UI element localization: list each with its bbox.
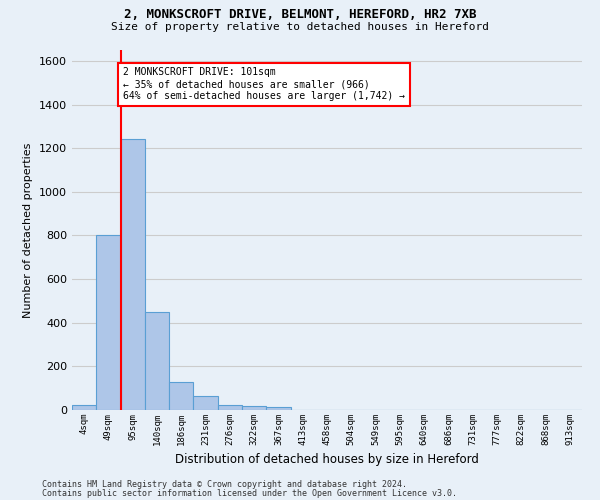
Bar	[266, 406, 290, 410]
Bar	[121, 140, 145, 410]
Bar	[218, 404, 242, 410]
Bar	[145, 312, 169, 410]
Text: 2, MONKSCROFT DRIVE, BELMONT, HEREFORD, HR2 7XB: 2, MONKSCROFT DRIVE, BELMONT, HEREFORD, …	[124, 8, 476, 20]
Text: 2 MONKSCROFT DRIVE: 101sqm
← 35% of detached houses are smaller (966)
64% of sem: 2 MONKSCROFT DRIVE: 101sqm ← 35% of deta…	[123, 68, 405, 100]
Bar	[193, 396, 218, 410]
Bar	[72, 404, 96, 410]
Text: Contains public sector information licensed under the Open Government Licence v3: Contains public sector information licen…	[42, 489, 457, 498]
Bar	[169, 382, 193, 410]
Bar	[96, 236, 121, 410]
X-axis label: Distribution of detached houses by size in Hereford: Distribution of detached houses by size …	[175, 454, 479, 466]
Bar	[242, 406, 266, 410]
Text: Contains HM Land Registry data © Crown copyright and database right 2024.: Contains HM Land Registry data © Crown c…	[42, 480, 407, 489]
Text: Size of property relative to detached houses in Hereford: Size of property relative to detached ho…	[111, 22, 489, 32]
Y-axis label: Number of detached properties: Number of detached properties	[23, 142, 34, 318]
